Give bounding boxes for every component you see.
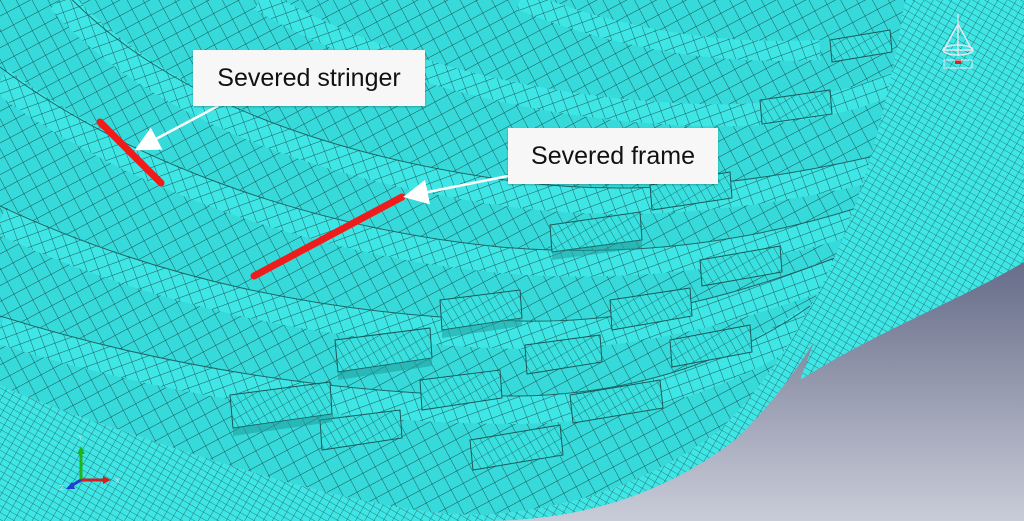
axis-label-y: Y	[77, 434, 83, 442]
axis-triad-icon: Y X Z	[59, 434, 120, 492]
severed-stringer-label: Severed stringer	[217, 63, 401, 92]
stringer-cut-marker	[96, 118, 165, 187]
severed-frame-label: Severed frame	[531, 141, 695, 170]
outer-skin-shell	[800, 0, 1024, 380]
axis-label-z: Z	[59, 484, 64, 492]
frame-cut-marker	[250, 193, 406, 280]
axis-label-x: X	[115, 477, 120, 485]
severed-frame-callout: Severed frame	[508, 128, 718, 184]
stringer-leader-arrow	[134, 104, 219, 151]
stringer-blocks	[229, 29, 893, 471]
severed-stringer-callout: Severed stringer	[193, 50, 425, 106]
frame-leader-arrow	[403, 174, 509, 205]
view-cube-icon[interactable]	[942, 14, 974, 69]
cut-edge-ring	[0, 0, 925, 521]
